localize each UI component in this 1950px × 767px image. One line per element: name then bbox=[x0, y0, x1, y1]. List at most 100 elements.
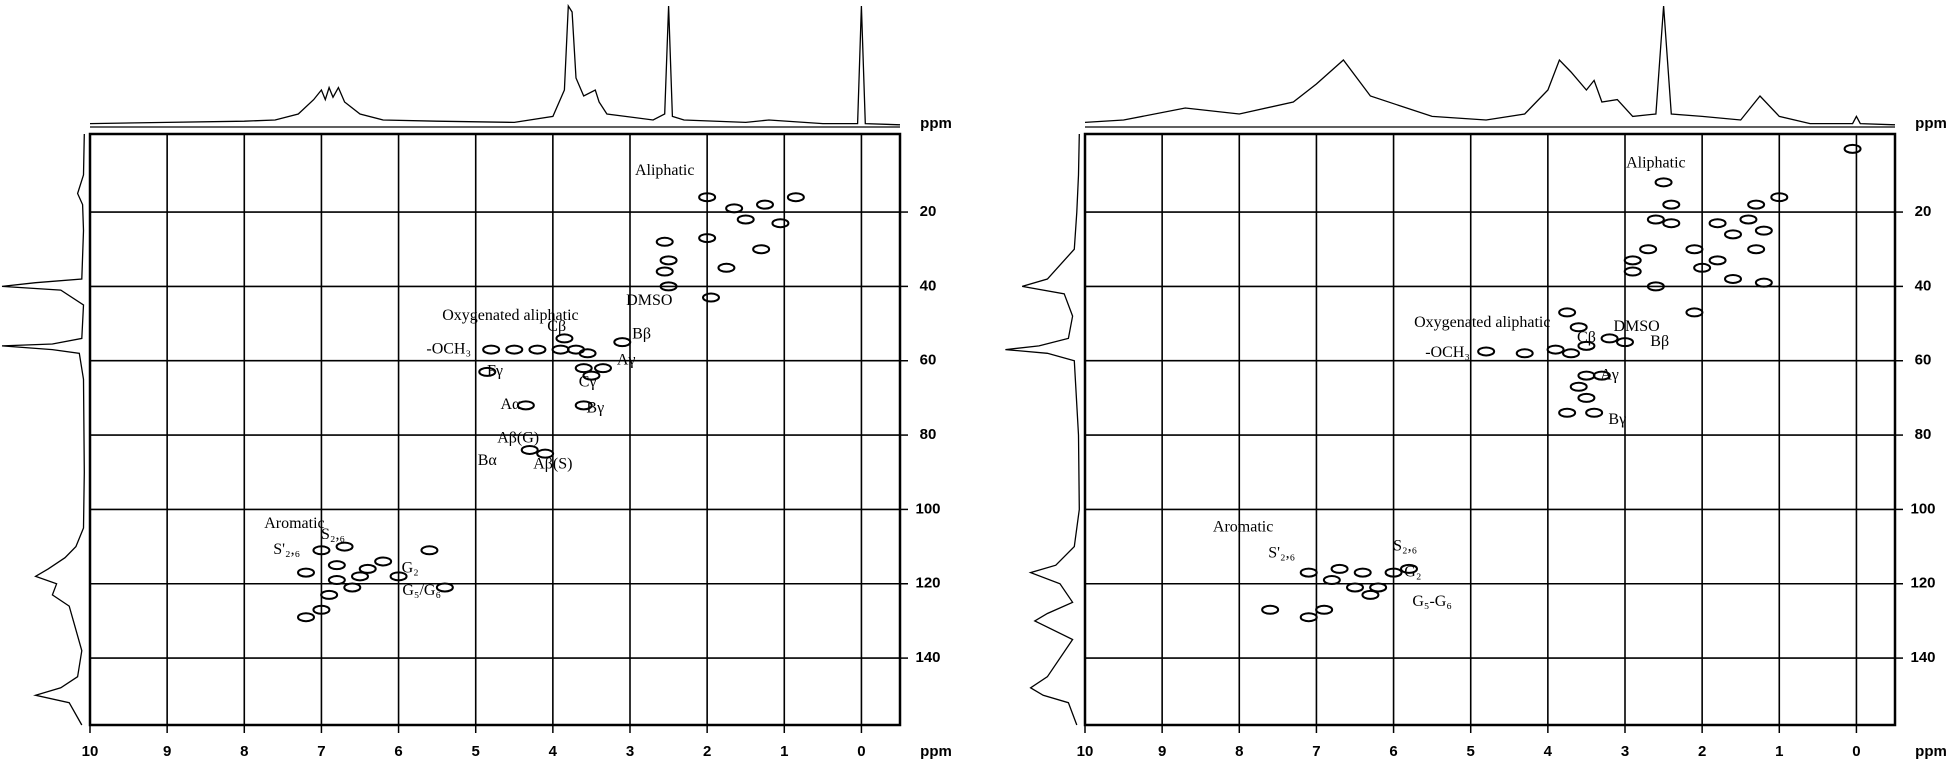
peak-label: Bγ bbox=[1608, 411, 1626, 428]
peak-label: Aromatic bbox=[264, 515, 324, 532]
y-tick-label: 140 bbox=[1910, 649, 1935, 666]
peak bbox=[1646, 281, 1665, 292]
peak-label: Aliphatic bbox=[635, 162, 695, 179]
peak bbox=[1685, 244, 1704, 255]
y-tick-label: 120 bbox=[915, 575, 940, 592]
y-tick-label: 100 bbox=[915, 500, 940, 517]
peak-label: DMSO bbox=[1613, 318, 1659, 335]
peak-label: Bγ bbox=[586, 400, 604, 417]
x-tick-label: 10 bbox=[1077, 743, 1094, 760]
peak bbox=[1558, 407, 1577, 418]
peak bbox=[1299, 612, 1318, 623]
peak bbox=[358, 563, 377, 574]
peak bbox=[343, 582, 362, 593]
x-tick-label: 0 bbox=[1852, 743, 1860, 760]
x-projection bbox=[1084, 5, 1896, 126]
x-tick-label: 5 bbox=[1467, 743, 1475, 760]
peak bbox=[1843, 143, 1862, 154]
peak bbox=[297, 612, 315, 623]
peak-label: Aγ bbox=[617, 351, 636, 368]
peak bbox=[752, 244, 771, 255]
peak bbox=[478, 366, 497, 377]
peak bbox=[698, 192, 717, 203]
peak bbox=[1346, 582, 1364, 593]
peak bbox=[1330, 563, 1349, 574]
x-unit: ppm bbox=[1915, 743, 1947, 760]
y-tick-label: 140 bbox=[915, 649, 940, 666]
peak bbox=[1662, 199, 1681, 210]
peak bbox=[1315, 604, 1334, 615]
peak bbox=[516, 400, 535, 411]
peak bbox=[655, 236, 674, 247]
peak bbox=[655, 266, 674, 277]
x-tick-label: 1 bbox=[1775, 743, 1783, 760]
peak bbox=[1693, 262, 1712, 273]
x-tick-label: 2 bbox=[703, 743, 711, 760]
peak bbox=[1569, 381, 1588, 392]
peak bbox=[536, 448, 555, 459]
peak bbox=[1353, 567, 1372, 578]
y-tick-label: 40 bbox=[1915, 277, 1932, 294]
x-tick-label: 2 bbox=[1698, 743, 1706, 760]
peak bbox=[1747, 244, 1766, 255]
peak-label: Bβ bbox=[632, 325, 651, 342]
peak bbox=[1477, 346, 1496, 357]
peak bbox=[1708, 218, 1727, 229]
peak bbox=[574, 400, 593, 411]
peak-label: DMSO bbox=[626, 292, 672, 309]
peak bbox=[482, 344, 501, 355]
x-unit: ppm bbox=[920, 743, 952, 760]
peak-label: S₂,₆ bbox=[321, 526, 345, 543]
peak bbox=[1739, 214, 1758, 225]
peak bbox=[1754, 225, 1773, 236]
peak bbox=[725, 203, 744, 214]
peak-label: S₂,₆ bbox=[1393, 537, 1417, 554]
peak bbox=[1685, 307, 1704, 318]
y-tick-label: 60 bbox=[1915, 352, 1932, 369]
peak-label: G₂ bbox=[402, 560, 419, 577]
peak bbox=[717, 262, 736, 273]
peak bbox=[1724, 273, 1742, 284]
peak bbox=[320, 589, 339, 600]
peak-label: Aromatic bbox=[1213, 519, 1273, 536]
peak bbox=[505, 344, 524, 355]
y-tick-label: 40 bbox=[920, 277, 937, 294]
peak bbox=[1546, 344, 1565, 355]
y-tick-label: 100 bbox=[1910, 500, 1935, 517]
x-tick-label: 0 bbox=[857, 743, 865, 760]
peak bbox=[1400, 563, 1418, 574]
x-tick-label: 4 bbox=[549, 743, 558, 760]
peak-label: Aγ bbox=[1600, 366, 1619, 383]
peak bbox=[420, 545, 439, 556]
peak bbox=[1558, 307, 1577, 318]
projection-unit: ppm bbox=[920, 115, 952, 132]
peak bbox=[786, 192, 805, 203]
peak bbox=[594, 363, 612, 374]
peak bbox=[736, 214, 755, 225]
peak bbox=[756, 199, 774, 210]
peak bbox=[1369, 582, 1388, 593]
peak bbox=[1577, 340, 1596, 351]
peak bbox=[1577, 392, 1596, 403]
x-tick-label: 9 bbox=[1158, 743, 1166, 760]
y-projection bbox=[1, 133, 85, 726]
peak bbox=[1770, 192, 1789, 203]
peak bbox=[528, 344, 547, 355]
peak bbox=[551, 344, 570, 355]
peak bbox=[312, 545, 331, 556]
y-tick-label: 60 bbox=[920, 352, 937, 369]
y-tick-label: 80 bbox=[920, 426, 937, 443]
peak bbox=[702, 292, 720, 303]
peak-label: Aα bbox=[500, 396, 521, 413]
peak bbox=[578, 348, 597, 359]
peak bbox=[374, 556, 393, 567]
peak bbox=[1646, 214, 1665, 225]
peak-label: Aβ(G) bbox=[497, 429, 539, 446]
x-tick-label: 4 bbox=[1544, 743, 1553, 760]
peak bbox=[1585, 407, 1604, 418]
peak bbox=[1384, 567, 1403, 578]
peak-label: Cγ bbox=[579, 374, 597, 391]
peak bbox=[435, 582, 454, 593]
peak bbox=[520, 444, 539, 455]
